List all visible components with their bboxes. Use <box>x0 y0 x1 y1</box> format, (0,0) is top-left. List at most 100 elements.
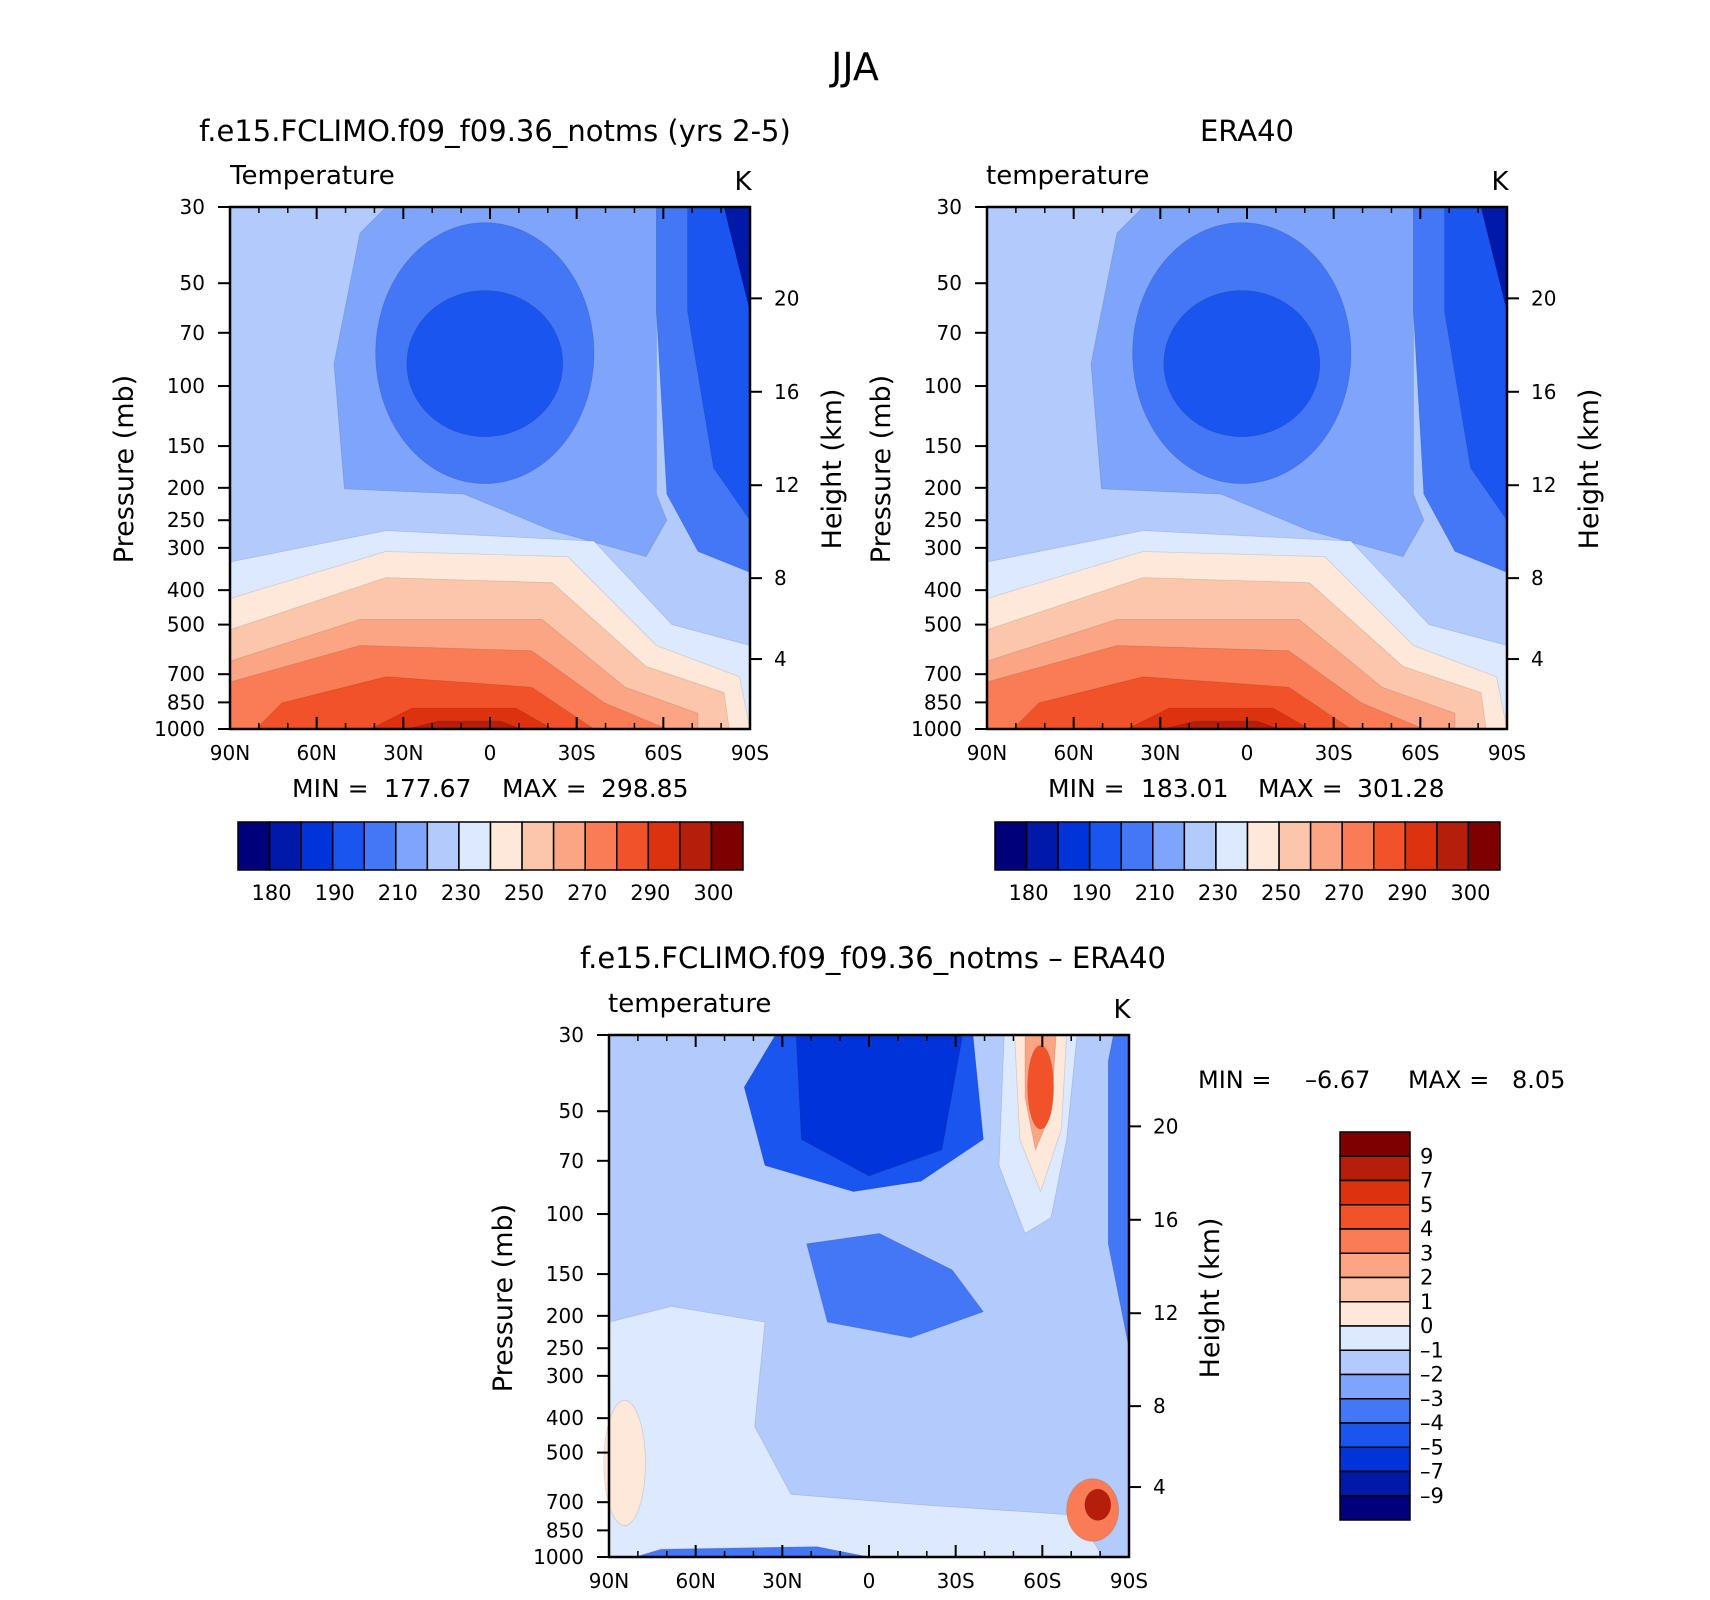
y-tick-label: 850 <box>167 690 205 714</box>
colorbar-label: –3 <box>1420 1387 1444 1411</box>
colorbar-label: –9 <box>1420 1484 1444 1508</box>
colorbar-swatch <box>458 821 492 871</box>
y-tick-label: 100 <box>924 374 962 398</box>
y2-tick-label: 8 <box>774 566 787 590</box>
colorbar-label: 300 <box>693 881 733 905</box>
colorbar-swatch <box>237 821 271 871</box>
y-tick-label: 300 <box>546 1364 584 1388</box>
colorbar-label: 1 <box>1420 1290 1433 1314</box>
colorbar-label: 4 <box>1420 1217 1433 1241</box>
contour-band-7 <box>1084 1488 1112 1521</box>
colorbar-swatch <box>1341 821 1375 871</box>
obs-temperature-panel: ERA40 temperature K 90N 60N 30N 0 30S 60S 90S 3… <box>866 114 1605 905</box>
contour-band-minus4 <box>806 1232 985 1339</box>
variable-label: temperature <box>986 161 1149 191</box>
colorbar-swatch <box>1339 1179 1411 1206</box>
colorbar-swatch <box>1436 821 1470 871</box>
y2-tick-label: 8 <box>1531 566 1544 590</box>
colorbar-swatch <box>1339 1155 1411 1182</box>
colorbar-swatch <box>584 821 618 871</box>
y-tick-label: 200 <box>167 476 205 500</box>
colorbar-label: 7 <box>1420 1169 1433 1193</box>
units-label: K <box>1113 995 1131 1025</box>
colorbar-swatch <box>1467 821 1501 871</box>
x-tick-label: 30S <box>1315 741 1353 765</box>
y-tick-label: 400 <box>546 1406 584 1430</box>
y-tick-label: 50 <box>180 271 205 295</box>
colorbar-swatch <box>1088 821 1122 871</box>
colorbar-swatch <box>300 821 334 871</box>
colorbar-swatch <box>1339 1252 1411 1279</box>
colorbar-label: 210 <box>378 881 418 905</box>
colorbar-swatch <box>426 821 460 871</box>
y-tick-label: 70 <box>180 321 205 345</box>
colorbar-swatch <box>268 821 302 871</box>
colorbar-swatch <box>1278 821 1312 871</box>
colorbar-swatch <box>1339 1470 1411 1497</box>
plot-axes: 90N 60N 30N 0 30S 60S 90S 30 50 70 100 150 200 250 300… <box>154 195 799 765</box>
y-tick-label: 1000 <box>911 717 962 741</box>
colorbar-swatch <box>1339 1446 1411 1473</box>
colorbar-swatch <box>1404 821 1438 871</box>
plot-axes: 90N 60N 30N 0 30S 60S 90S 30 50 70 100 150 200 250 300… <box>533 1023 1178 1593</box>
figure-title: JJA <box>829 45 879 89</box>
colorbar-swatch <box>1339 1276 1411 1303</box>
y-axis-label: Pressure (mb) <box>109 375 140 563</box>
y2-tick-label: 16 <box>774 380 799 404</box>
y2-tick-label: 20 <box>774 286 799 310</box>
colorbar-swatch <box>994 821 1028 871</box>
y2-tick-label: 12 <box>774 473 799 497</box>
y2-tick-label: 4 <box>774 647 787 671</box>
colorbar-label: 290 <box>1387 881 1427 905</box>
colorbar-label: –5 <box>1420 1435 1444 1459</box>
colorbar-swatch <box>331 821 365 871</box>
colorbar-swatch <box>1339 1349 1411 1376</box>
colorbar-label: 230 <box>441 881 481 905</box>
x-tick-label: 60N <box>296 741 336 765</box>
colorbar-swatch <box>1339 1131 1411 1157</box>
x-tick-label: 60S <box>644 741 682 765</box>
y2-axis-label: Height (km) <box>1195 1218 1226 1379</box>
colorbar-swatch <box>1339 1422 1411 1448</box>
colorbar-label: 190 <box>315 881 355 905</box>
colorbar-label: 180 <box>1009 881 1049 905</box>
min-value: –6.67 <box>1305 1066 1370 1094</box>
x-tick-label: 90S <box>1488 741 1526 765</box>
colorbar-swatch <box>1215 821 1249 871</box>
y-tick-label: 100 <box>546 1202 584 1226</box>
colorbar-label: 270 <box>1324 881 1364 905</box>
model-temperature-panel: f.e15.FCLIMO.f09_f09.36_notms (yrs 2-5) … <box>109 114 848 905</box>
y2-tick-label: 4 <box>1531 647 1544 671</box>
y-tick-label: 400 <box>924 578 962 602</box>
y-tick-label: 250 <box>924 508 962 532</box>
y-tick-label: 50 <box>937 271 962 295</box>
colorbar-label: 290 <box>630 881 670 905</box>
x-tick-label: 90N <box>210 741 250 765</box>
colorbar-swatch <box>1373 821 1407 871</box>
colorbar-swatch <box>1309 821 1343 871</box>
x-tick-label: 90S <box>731 741 769 765</box>
colorbar-label: 5 <box>1420 1193 1433 1217</box>
contour-band-0-b <box>603 1400 646 1527</box>
y-tick-label: 500 <box>924 613 962 637</box>
y-tick-label: 30 <box>937 195 962 219</box>
x-tick-label: 30N <box>1140 741 1180 765</box>
y-tick-label: 100 <box>167 374 205 398</box>
y2-tick-label: 20 <box>1153 1114 1178 1138</box>
colorbar: 180 190 210 230 250 270 290 300 <box>237 821 744 905</box>
colorbar-swatch <box>1183 821 1217 871</box>
difference-panel: f.e15.FCLIMO.f09_f09.36_notms – ERA40 te… <box>488 941 1565 1593</box>
colorbar: 180 190 210 230 250 270 290 300 <box>994 821 1501 905</box>
y-axis-label: Pressure (mb) <box>866 375 897 563</box>
colorbar-swatch <box>710 821 744 871</box>
units-label: K <box>734 167 752 197</box>
colorbar-swatch <box>1339 1325 1411 1351</box>
y-tick-label: 70 <box>559 1149 584 1173</box>
colorbar-swatch <box>1057 821 1091 871</box>
colorbar-label: 180 <box>252 881 292 905</box>
y-tick-label: 150 <box>924 434 962 458</box>
panel-title: ERA40 <box>1200 114 1294 148</box>
colorbar-label: 210 <box>1135 881 1175 905</box>
colorbar-label: 250 <box>1261 881 1301 905</box>
min-max-readout: MIN = 177.67 MAX = 298.85 <box>292 774 688 803</box>
